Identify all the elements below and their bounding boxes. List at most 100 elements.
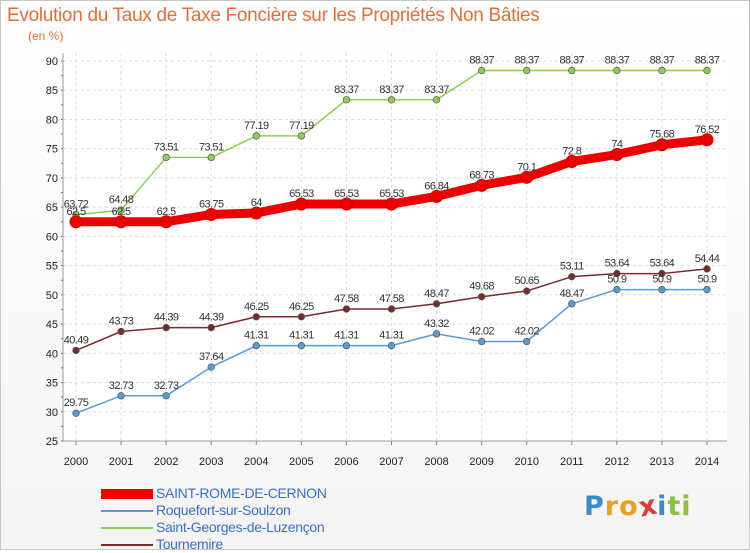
data-point [342, 341, 351, 350]
data-label: 77.19 [244, 120, 269, 132]
x-tick-label: 2008 [424, 456, 448, 468]
data-label: 50.9 [697, 274, 716, 286]
data-label: 29.75 [64, 397, 89, 409]
chart-unit: (en %) [28, 29, 64, 43]
x-tick-label: 2009 [469, 456, 493, 468]
legend-label: Tournemire [156, 536, 224, 552]
data-label: 62.5 [66, 206, 85, 218]
y-tick-label: 50 [46, 290, 58, 302]
data-point [700, 133, 714, 147]
y-tick-label: 30 [46, 407, 58, 419]
data-label: 53.64 [605, 258, 630, 270]
data-label: 74 [611, 139, 623, 151]
data-label: 41.31 [244, 330, 269, 342]
data-point [207, 363, 215, 371]
y-tick-label: 40 [46, 348, 58, 360]
data-point [297, 132, 306, 140]
data-label: 49.68 [469, 281, 494, 293]
data-point [162, 323, 170, 332]
data-point [387, 305, 396, 313]
data-point [297, 313, 306, 321]
proxiti-logo: Proxiti [584, 489, 692, 524]
x-tick-label: 2014 [695, 456, 719, 468]
data-label: 48.47 [560, 288, 585, 300]
data-point [297, 341, 306, 350]
data-label: 64.48 [109, 194, 134, 206]
data-point [385, 197, 398, 211]
data-point [568, 273, 576, 281]
data-point [430, 189, 444, 203]
data-label: 88.37 [560, 55, 585, 67]
data-point [249, 206, 263, 220]
legend-swatch [101, 526, 153, 529]
data-point [655, 138, 669, 152]
data-label: 73.51 [199, 141, 224, 153]
legend-swatch [101, 488, 153, 499]
data-point [162, 153, 170, 162]
legend-swatch [101, 509, 153, 512]
data-point [162, 392, 170, 400]
data-point [477, 337, 486, 346]
data-point [204, 207, 218, 221]
data-point [610, 148, 624, 162]
data-point [69, 215, 83, 229]
data-point [207, 323, 215, 332]
data-point [207, 153, 215, 162]
data-point [568, 300, 576, 308]
data-label: 62.5 [157, 206, 176, 218]
legend-swatch [101, 543, 153, 546]
data-point [703, 285, 711, 294]
data-label: 50.65 [514, 275, 539, 287]
data-label: 47.58 [334, 293, 359, 305]
data-point [339, 197, 353, 211]
data-point [477, 66, 486, 75]
data-label: 72.8 [562, 146, 581, 158]
data-point [252, 341, 260, 350]
x-tick-label: 2007 [379, 456, 403, 468]
data-label: 83.37 [379, 84, 404, 96]
data-point [342, 305, 351, 313]
data-label: 83.37 [424, 84, 449, 96]
data-label: 32.73 [109, 380, 134, 392]
data-label: 66.84 [424, 180, 449, 192]
data-label: 43.32 [424, 318, 449, 330]
y-tick-label: 85 [46, 85, 58, 97]
y-tick-label: 75 [46, 144, 58, 156]
x-tick-label: 2005 [289, 456, 313, 468]
x-tick-label: 2006 [334, 456, 358, 468]
legend-label: Roquefort-sur-Soulzon [156, 502, 291, 518]
data-point [523, 337, 531, 346]
y-tick-label: 70 [46, 173, 58, 185]
data-label: 32.73 [154, 380, 179, 392]
data-label: 68.73 [469, 169, 494, 181]
data-label: 73.51 [154, 141, 179, 153]
data-point [658, 269, 666, 278]
data-point [703, 265, 711, 273]
x-tick-label: 2002 [154, 456, 178, 468]
x-tick-label: 2011 [560, 456, 584, 468]
data-point [432, 300, 441, 308]
data-point [72, 409, 80, 417]
data-point [252, 132, 260, 140]
y-tick-label: 90 [46, 56, 58, 68]
data-label: 88.37 [650, 55, 675, 67]
data-label: 64 [251, 197, 263, 209]
data-point [387, 341, 396, 350]
data-label: 43.73 [109, 316, 134, 328]
data-point [613, 285, 621, 294]
y-tick-label: 35 [46, 378, 58, 390]
plot-area [63, 53, 727, 441]
y-tick-label: 25 [46, 436, 58, 448]
data-label: 77.19 [289, 120, 314, 132]
x-tick-label: 2012 [605, 456, 629, 468]
data-label: 88.37 [514, 55, 539, 67]
data-label: 88.37 [469, 55, 494, 67]
data-label: 75.68 [650, 129, 675, 141]
data-point [432, 330, 441, 338]
data-point [523, 66, 531, 75]
data-label: 53.11 [560, 261, 584, 273]
data-label: 37.64 [199, 351, 224, 363]
data-label: 50.9 [652, 274, 671, 286]
